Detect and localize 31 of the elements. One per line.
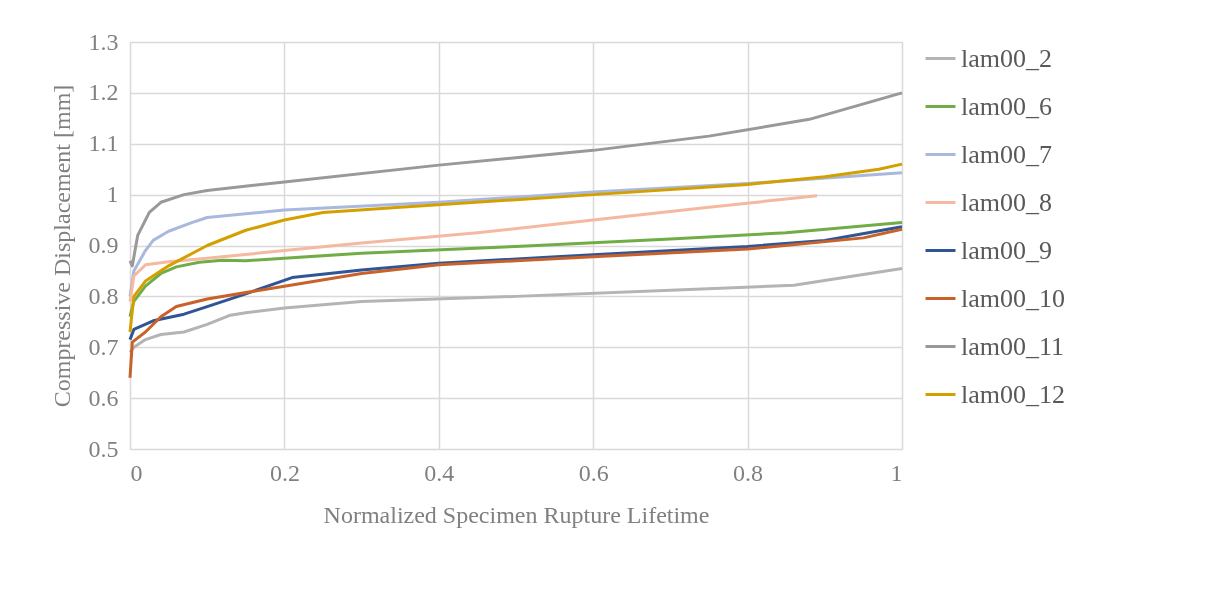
legend-label: lam00_6 [961, 91, 1052, 121]
legend-label: lam00_9 [961, 235, 1052, 265]
legend-label: lam00_11 [961, 331, 1065, 361]
legend-label: lam00_2 [961, 43, 1052, 73]
legend-label: lam00_12 [961, 379, 1065, 409]
y-tick-label: 1.2 [88, 79, 119, 106]
legend-label: lam00_10 [961, 283, 1065, 313]
y-tick-label: 1.3 [88, 28, 119, 55]
y-tick-label: 0.8 [88, 282, 119, 309]
y-tick-label: 1.1 [88, 130, 119, 157]
y-tick-label: 0.5 [88, 435, 119, 462]
line-series [128, 266, 904, 354]
legend-label: lam00_7 [961, 139, 1052, 169]
x-tick-label: 0.6 [578, 459, 609, 486]
line-series [128, 227, 904, 380]
x-tick-label: 0.4 [424, 459, 455, 486]
x-tick-label: 0.2 [269, 459, 300, 486]
line-series [128, 194, 819, 303]
x-tick-label: 0.8 [733, 459, 764, 486]
x-axis-title: Normalized Specimen Rupture Lifetime [323, 501, 710, 528]
y-axis-title: Compressive Displacement [mm] [48, 84, 75, 408]
x-tick-label: 1 [890, 459, 903, 486]
y-tick-label: 1 [106, 181, 119, 208]
legend-label: lam00_8 [961, 187, 1052, 217]
y-tick-label: 0.9 [88, 232, 119, 258]
x-tick-label: 0 [130, 459, 143, 486]
line-series [128, 221, 904, 319]
y-tick-label: 0.7 [88, 333, 119, 360]
y-tick-label: 0.6 [88, 384, 119, 411]
line-series [128, 91, 904, 268]
line-series [128, 162, 904, 334]
